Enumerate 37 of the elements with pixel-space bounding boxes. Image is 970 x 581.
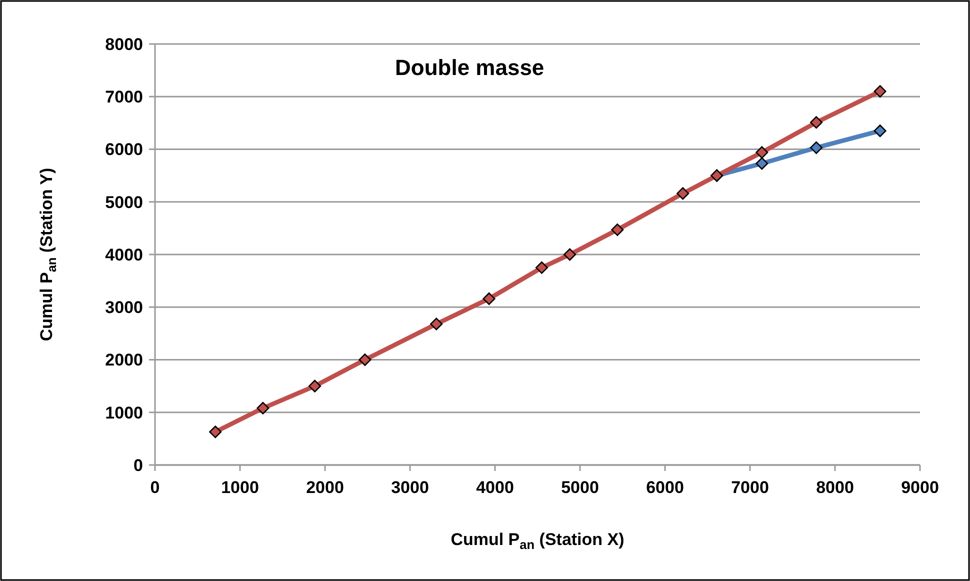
x-tick-label: 2000 bbox=[306, 478, 344, 497]
x-tick-label: 0 bbox=[150, 478, 160, 497]
y-tick-label: 2000 bbox=[105, 350, 143, 370]
point bbox=[430, 318, 443, 330]
x-tick-label: 5000 bbox=[561, 478, 599, 497]
point bbox=[676, 187, 690, 200]
point bbox=[482, 292, 496, 305]
point bbox=[358, 354, 372, 366]
point bbox=[874, 85, 886, 98]
point bbox=[810, 141, 823, 154]
x-axis-title: Cumul P$_{an}$ (Station X) bbox=[450, 530, 624, 552]
x-tick-label: 6000 bbox=[646, 478, 684, 497]
point bbox=[536, 261, 548, 274]
point bbox=[209, 426, 222, 438]
x-tick-label: 9000 bbox=[901, 478, 939, 497]
point bbox=[756, 146, 768, 159]
point bbox=[564, 248, 576, 261]
y-tick-label: 3000 bbox=[105, 298, 143, 318]
y-tick-label: 1000 bbox=[105, 403, 143, 422]
x-tick-label: 8000 bbox=[816, 478, 854, 497]
y-tick-label: 6000 bbox=[105, 140, 143, 160]
x-tick-label: 7000 bbox=[731, 478, 769, 497]
x-tick-label: 4000 bbox=[476, 478, 514, 497]
y-tick-label: 0 bbox=[134, 456, 143, 475]
point bbox=[308, 380, 322, 392]
text: Double masse bbox=[395, 55, 544, 80]
point bbox=[256, 402, 270, 414]
y-tick-label: 5000 bbox=[105, 192, 143, 212]
x-tick-label: 3000 bbox=[391, 478, 429, 497]
point bbox=[874, 124, 886, 138]
y-tick-label: 8000 bbox=[105, 34, 143, 54]
y-tick-label: 4000 bbox=[105, 245, 143, 264]
point bbox=[810, 116, 823, 129]
point bbox=[756, 157, 768, 170]
y-tick-label: 7000 bbox=[105, 88, 143, 107]
point bbox=[611, 224, 624, 236]
x-tick-label: 1000 bbox=[221, 478, 259, 497]
